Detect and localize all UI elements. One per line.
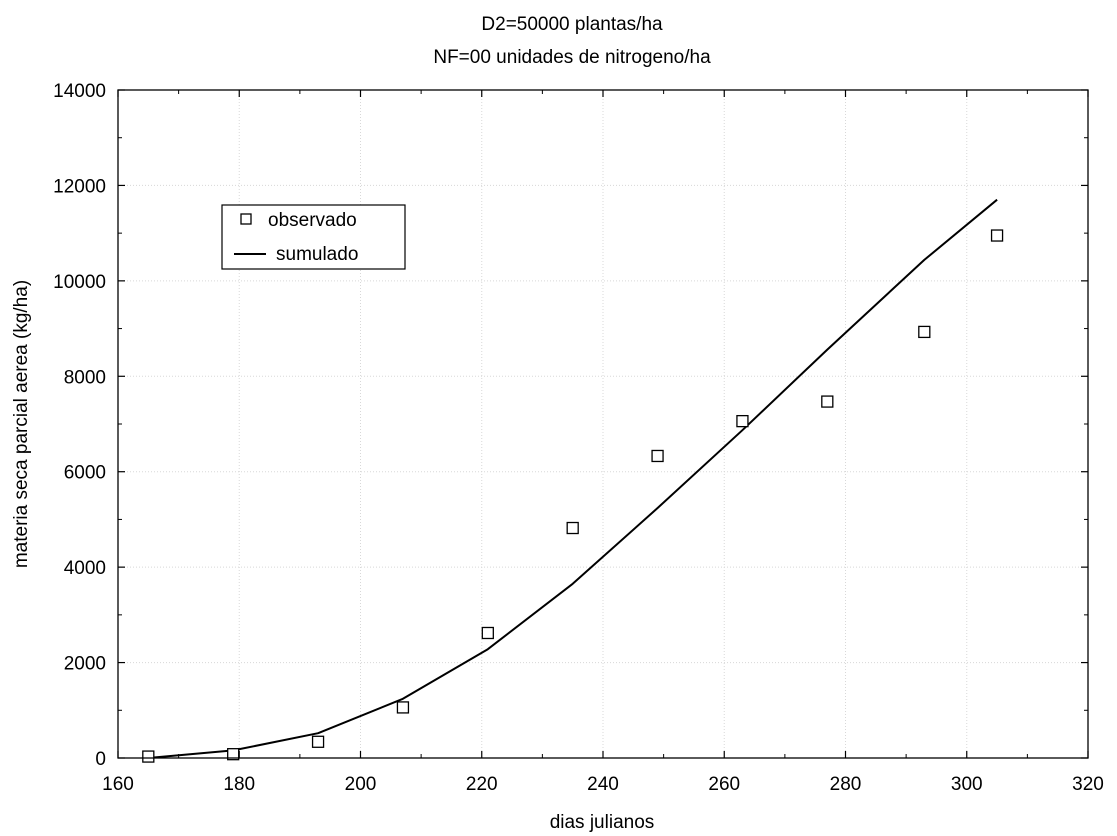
gridlines [118,90,1088,758]
axis-ticks [117,89,1089,759]
x-tick-labels: 160 180 200 220 240 260 280 300 320 [102,774,1104,795]
y-tick-label: 8000 [64,367,106,388]
x-tick-label: 300 [951,774,983,795]
y-tick-label: 4000 [64,558,106,579]
x-tick-label: 280 [830,774,862,795]
chart-subtitle: NF=00 unidades de nitrogeno/ha [433,47,711,68]
y-tick-label: 0 [95,749,106,770]
y-tick-labels: 0 2000 4000 6000 8000 10000 12000 14000 [53,81,106,770]
legend-label-observado: observado [268,210,357,231]
y-tick-label: 10000 [53,272,106,293]
point-observado [821,395,834,408]
point-observado [396,701,410,714]
legend: observado sumulado [221,204,406,270]
y-tick-label: 12000 [53,176,106,197]
point-observado [651,449,664,463]
series-observado [142,229,1004,763]
legend-label-sumulado: sumulado [276,244,358,265]
x-tick-label: 160 [102,774,134,795]
y-tick-label: 14000 [53,81,106,102]
point-observado [918,325,931,339]
point-observado [481,626,494,640]
x-axis-label: dias julianos [550,812,655,833]
y-axis-label: materia seca parcial aerea (kg/ha) [11,280,32,568]
chart-title: D2=50000 plantas/ha [481,14,663,35]
x-tick-label: 180 [223,774,255,795]
point-observado [142,750,155,763]
y-tick-label: 6000 [64,463,106,484]
x-tick-label: 320 [1072,774,1104,795]
series-sumulado [148,198,998,759]
point-observado [990,229,1004,242]
point-observado [311,735,325,748]
legend-marker-observado [240,213,252,225]
line-sumulado [148,198,998,759]
point-observado [566,521,579,535]
x-tick-label: 220 [466,774,498,795]
x-tick-label: 240 [587,774,619,795]
x-tick-label: 260 [708,774,740,795]
point-observado [736,414,749,428]
x-tick-label: 200 [345,774,377,795]
y-tick-label: 2000 [64,654,106,675]
legend-box [221,204,406,270]
